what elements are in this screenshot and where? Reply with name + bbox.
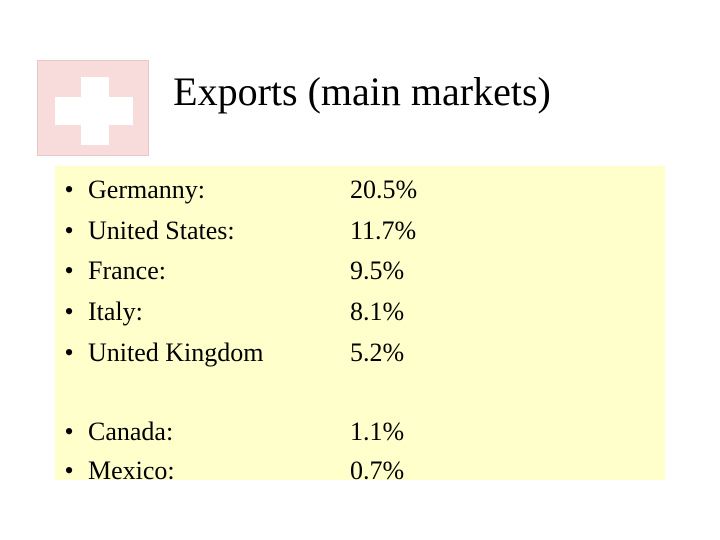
list-item: • Germanny: 20.5% xyxy=(55,170,665,210)
list-item: • United States: 11.7% xyxy=(55,211,665,251)
list-item: • United Kingdom 5.2% xyxy=(55,333,665,373)
share-value: 8.1% xyxy=(350,297,405,326)
bullet-icon: • xyxy=(64,175,74,204)
swiss-cross-icon xyxy=(55,77,133,145)
list-item: • Italy: 8.1% xyxy=(55,292,665,332)
country-label: Mexico: xyxy=(88,456,175,485)
bullet-icon: • xyxy=(64,256,74,285)
list-item: • France: 9.5% xyxy=(55,251,665,291)
exports-table: • Germanny: 20.5% • United States: 11.7%… xyxy=(55,166,665,485)
share-value: 5.2% xyxy=(350,338,405,367)
bullet-icon: • xyxy=(64,417,74,446)
country-label: France: xyxy=(88,256,166,285)
share-value: 1.1% xyxy=(350,417,405,446)
list-item: • Mexico: 0.7% xyxy=(55,451,665,491)
country-label: Germanny: xyxy=(88,175,205,204)
list-item: • Canada: 1.1% xyxy=(55,412,665,452)
country-label: United States: xyxy=(88,216,235,245)
share-value: 20.5% xyxy=(350,175,418,204)
share-value: 9.5% xyxy=(350,256,405,285)
bullet-icon: • xyxy=(64,297,74,326)
bullet-icon: • xyxy=(64,338,74,367)
swiss-flag-icon xyxy=(37,60,149,156)
country-label: Canada: xyxy=(88,417,174,446)
bullet-icon: • xyxy=(64,456,74,485)
country-label: Italy: xyxy=(88,297,143,326)
share-value: 11.7% xyxy=(350,216,417,245)
bullet-icon: • xyxy=(64,216,74,245)
slide-title: Exports (main markets) xyxy=(173,69,551,114)
country-label: United Kingdom xyxy=(88,338,264,367)
share-value: 0.7% xyxy=(350,456,405,485)
